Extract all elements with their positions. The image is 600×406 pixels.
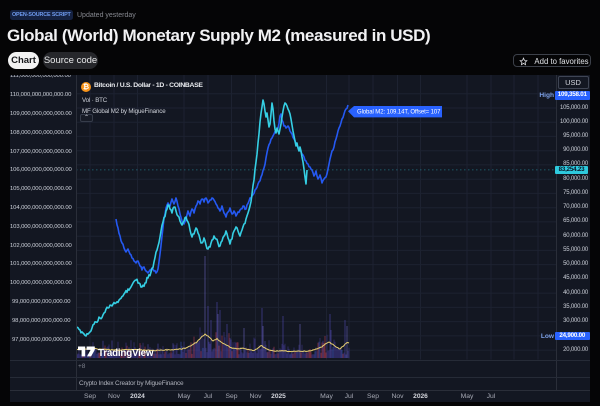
svg-text:TradingView: TradingView	[98, 348, 154, 359]
svg-text:Global M2: 109.14T, Offset= 10: Global M2: 109.14T, Offset= 107	[357, 109, 441, 115]
